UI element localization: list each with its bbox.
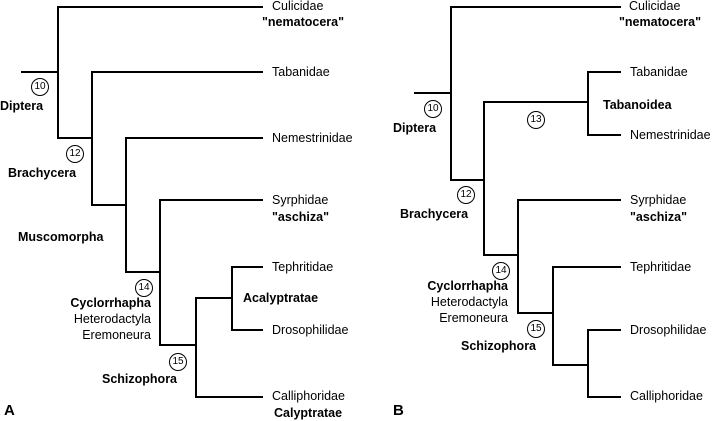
taxon-nemestrinidae-b: Nemestrinidae xyxy=(630,128,711,142)
group-cyclorrhapha: Cyclorrhapha xyxy=(70,296,151,310)
taxon-syrphidae-b: Syrphidae xyxy=(630,193,687,207)
taxon-tephritidae-b: Tephritidae xyxy=(630,260,692,274)
group-diptera: Diptera xyxy=(0,99,44,113)
group-schizophora: Schizophora xyxy=(102,372,178,386)
taxon-culicidae-b: Culicidae xyxy=(629,0,681,13)
taxon-calliphoridae: Calliphoridae xyxy=(272,389,345,403)
panel-a-label: A xyxy=(4,402,15,419)
taxon-drosophilidae-b: Drosophilidae xyxy=(630,323,707,337)
taxon-tabanidae: Tabanidae xyxy=(272,65,330,79)
taxon-culicidae: Culicidae xyxy=(272,0,324,13)
node-10-marker-b: 10 xyxy=(424,100,442,118)
group-acalyptratae: Acalyptratae xyxy=(243,291,319,305)
panel-b-label: B xyxy=(393,402,404,419)
node-10-marker: 10 xyxy=(31,78,49,96)
taxon-nematocera-b: "nematocera" xyxy=(619,15,702,29)
group-diptera-b: Diptera xyxy=(393,121,437,135)
group-tabanoidea: Tabanoidea xyxy=(603,98,672,112)
group-schizophora-b: Schizophora xyxy=(461,339,537,353)
taxon-aschiza: "aschiza" xyxy=(272,210,330,224)
taxon-drosophilidae: Drosophilidae xyxy=(272,323,349,337)
taxon-tabanidae-b: Tabanidae xyxy=(630,65,688,79)
taxon-nemestrinidae: Nemestrinidae xyxy=(272,131,353,145)
node-15-marker: 15 xyxy=(169,353,187,371)
group-cyclorrhapha-b: Cyclorrhapha xyxy=(427,279,508,293)
group-calyptratae: Calyptratae xyxy=(274,406,343,420)
taxon-aschiza-b: "aschiza" xyxy=(630,210,688,224)
taxon-nematocera: "nematocera" xyxy=(262,15,345,29)
node-13-marker: 13 xyxy=(527,111,545,129)
group-eremoneura-b: Eremoneura xyxy=(439,311,508,325)
group-brachycera: Brachycera xyxy=(8,166,77,180)
node-15-marker-b: 15 xyxy=(527,320,545,338)
panel-b-tree xyxy=(414,6,621,398)
group-brachycera-b: Brachycera xyxy=(400,207,469,221)
node-12-marker-b: 12 xyxy=(457,186,475,204)
group-heterodactyla-b: Heterodactyla xyxy=(430,295,508,309)
group-heterodactyla: Heterodactyla xyxy=(73,312,151,326)
group-muscomorpha: Muscomorpha xyxy=(18,230,104,244)
taxon-syrphidae: Syrphidae xyxy=(272,193,329,207)
node-12-marker: 12 xyxy=(66,145,84,163)
group-eremoneura: Eremoneura xyxy=(82,328,151,342)
panel-a-tree xyxy=(21,6,263,398)
node-14-marker: 14 xyxy=(135,279,153,297)
taxon-calliphoridae-b: Calliphoridae xyxy=(630,389,703,403)
node-14-marker-b: 14 xyxy=(492,262,510,280)
taxon-tephritidae: Tephritidae xyxy=(272,260,334,274)
